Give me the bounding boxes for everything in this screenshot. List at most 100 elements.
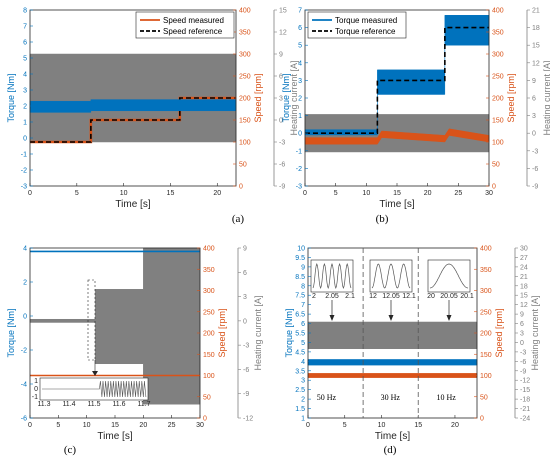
y-left-tick-label: 2	[301, 397, 305, 404]
zoom-box	[87, 279, 96, 361]
y-speed-tick-label: 300	[480, 288, 492, 295]
y-current-tick-label: -3	[243, 343, 249, 350]
y-current-tick-label: -12	[243, 416, 253, 423]
x-tick-label: 10	[83, 422, 91, 429]
y-current-tick-label: 9	[243, 246, 247, 253]
y-current-tick-label: 0	[243, 318, 247, 325]
y-current-tick-label: 15	[532, 43, 540, 50]
series-line-reference	[305, 26, 489, 134]
y-speed-tick-label: 150	[492, 118, 504, 125]
y-left-label: Torque [Nm]	[281, 73, 291, 122]
x-label: Time [s]	[379, 199, 414, 210]
chart-panel-d: 0 5 10 15 2011.522.533.544.555.566.577.588.5…	[284, 246, 540, 457]
y-left-tick-label: -4	[21, 382, 27, 389]
y-current-tick-label: 18	[520, 283, 528, 290]
y-left-tick-label: 0	[23, 136, 27, 143]
y-speed-tick-label: 300	[203, 288, 215, 295]
x-tick-label: 15	[167, 190, 175, 197]
legend-entry: Torque reference	[335, 27, 396, 36]
y-left-tick-label: 9.5	[295, 255, 305, 262]
y-current-tick-label: 12	[532, 60, 540, 67]
y-current-label: Heating current [A]	[289, 60, 299, 135]
y-current-tick-label: -24	[520, 416, 530, 423]
x-tick-label: 25	[168, 422, 176, 429]
y-speed-tick-label: 150	[203, 352, 215, 359]
y-speed-label: Speed [rpm]	[217, 308, 227, 357]
inset-y-tick-label: -1	[32, 394, 38, 401]
inset-x-tick-label: 11.4	[62, 401, 75, 408]
frequency-label: 50 Hz	[317, 393, 337, 402]
y-left-tick-label: -3	[21, 184, 27, 191]
y-current-tick-label: 12	[279, 30, 287, 37]
y-speed-tick-label: 200	[239, 96, 251, 103]
y-current-tick-label: -6	[532, 166, 538, 173]
inset-x-tick-label: 12	[369, 293, 377, 300]
y-current-tick-label: 0	[532, 131, 536, 138]
x-tick-label: 10	[378, 422, 386, 429]
y-current-tick-label: 3	[532, 113, 536, 120]
y-current-tick-label: 6	[279, 74, 283, 81]
y-left-tick-label: 4	[23, 246, 27, 253]
y-speed-tick-label: 0	[492, 184, 496, 191]
y-left-label: Torque [Nm]	[6, 73, 16, 122]
y-left-tick-label: 0	[298, 131, 302, 138]
inset-x-tick-label: 2.1	[345, 293, 355, 300]
y-speed-tick-label: 250	[239, 74, 251, 81]
y-speed-label: Speed [rpm]	[253, 73, 263, 122]
series-band-speed	[307, 373, 478, 378]
legend-entry: Speed measured	[163, 16, 224, 25]
y-current-tick-label: 21	[532, 8, 540, 15]
x-tick-label: 0	[28, 422, 32, 429]
y-left-tick-label: 8.5	[295, 274, 305, 281]
y-left-tick-label: -1	[296, 148, 302, 155]
y-speed-label: Speed [rpm]	[506, 73, 516, 122]
y-left-tick-label: 1	[301, 416, 305, 423]
inset-signal	[312, 263, 352, 289]
inset-x-tick-label: 11.7	[137, 401, 150, 408]
y-current-tick-label: 3	[520, 331, 524, 338]
y-speed-tick-label: 300	[239, 52, 251, 59]
inset-box	[427, 259, 471, 293]
x-tick-label: 0	[28, 190, 32, 197]
y-left-tick-label: 4	[301, 359, 305, 366]
y-left-tick-label: 1	[298, 113, 302, 120]
y-left-tick-label: 9	[301, 264, 305, 271]
inset-x-tick-label: 20.1	[460, 293, 474, 300]
y-speed-tick-label: 100	[203, 373, 215, 380]
y-speed-tick-label: 250	[203, 309, 215, 316]
x-label: Time [s]	[115, 199, 150, 210]
y-left-tick-label: -1	[21, 152, 27, 159]
x-tick-label: 5	[343, 422, 347, 429]
panel-label: (d)	[384, 444, 397, 456]
inset-x-tick-label: 2.05	[325, 293, 339, 300]
y-current-tick-label: 6	[532, 96, 536, 103]
x-tick-label: 15	[414, 422, 422, 429]
x-tick-label: 10	[362, 190, 370, 197]
y-left-tick-label: 3.5	[295, 368, 305, 375]
frequency-label: 10 Hz	[436, 393, 456, 402]
panel-label: (a)	[232, 213, 245, 225]
y-left-tick-label: 6	[298, 25, 302, 32]
y-current-tick-label: -6	[243, 367, 249, 374]
y-left-tick-label: 7	[298, 8, 302, 15]
y-speed-tick-label: 50	[492, 162, 500, 169]
chart-panel-a: 0 5 10 15 20-3-2-101234567805010015020025030…	[6, 8, 299, 226]
inset-arrowhead	[388, 315, 394, 321]
y-current-tick-label: 0	[520, 340, 524, 347]
panel-label: (c)	[64, 444, 77, 456]
x-tick-label: 20	[213, 190, 221, 197]
y-speed-tick-label: 350	[480, 267, 492, 274]
y-speed-tick-label: 250	[480, 309, 492, 316]
y-speed-tick-label: 100	[239, 140, 251, 147]
inset-x-tick-label: 12.05	[382, 293, 400, 300]
inset-signal	[429, 263, 469, 289]
series-band-left	[307, 359, 478, 366]
y-speed-tick-label: 200	[492, 96, 504, 103]
y-left-label: Torque [Nm]	[284, 308, 294, 357]
y-speed-tick-label: 0	[480, 416, 484, 423]
y-left-tick-label: 7.5	[295, 293, 305, 300]
x-label: Time [s]	[97, 431, 132, 442]
inset-x-tick-label: 11.3	[37, 401, 50, 408]
y-speed-tick-label: 50	[203, 394, 211, 401]
y-speed-tick-label: 0	[239, 184, 243, 191]
